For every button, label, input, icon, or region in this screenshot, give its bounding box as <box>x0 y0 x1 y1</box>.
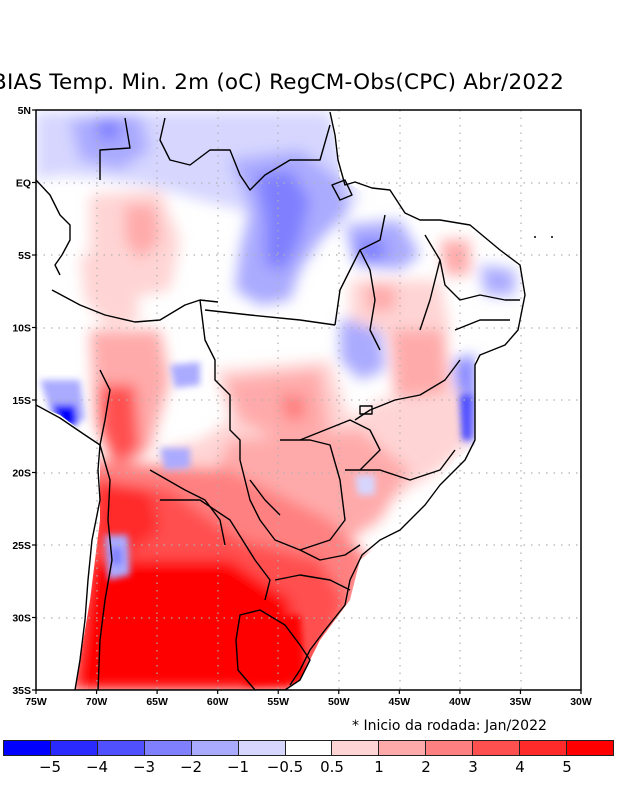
border-sp-pr <box>299 544 361 561</box>
x-tick-label: 30W <box>570 696 592 708</box>
field-pos-w-amazon-core <box>125 205 160 260</box>
colorbar-box <box>426 741 474 755</box>
field-pos-ce <box>440 240 470 275</box>
borders <box>36 111 526 690</box>
colorbar-box <box>567 741 613 755</box>
field-neg-bolivia-spot <box>170 362 200 388</box>
colorbar-box <box>379 741 427 755</box>
colorbar-label: 4 <box>515 758 525 776</box>
border-colombia <box>36 179 71 276</box>
border-argentina <box>160 499 271 601</box>
x-tick-label: 70W <box>86 696 108 708</box>
x-tick-label: 65W <box>146 696 168 708</box>
colorbar-label: −2 <box>179 758 203 776</box>
x-axis: 75W 70W 65W 60W 55W 50W 45W 40W 35W 30W <box>25 690 592 708</box>
field-neg-nw <box>70 115 150 170</box>
bias-field <box>36 110 581 690</box>
y-tick-label: 10S <box>12 323 31 335</box>
colorbar-box <box>4 741 51 755</box>
df-box <box>359 405 373 415</box>
border-go <box>299 419 381 471</box>
field-neg-pb <box>480 265 515 295</box>
field-neg-nw-core <box>95 118 120 140</box>
colorbar-box <box>473 741 521 755</box>
border-bolivia-peru <box>99 369 111 446</box>
y-tick-label: 25S <box>12 540 31 552</box>
colorbar-label: 2 <box>421 758 431 776</box>
y-tick-label: 15S <box>12 395 31 407</box>
colorbar-label: −5 <box>38 758 62 776</box>
y-tick-label: 5N <box>18 105 31 117</box>
border-paraguay <box>249 479 281 516</box>
x-tick-label: 45W <box>389 696 411 708</box>
x-tick-label: 50W <box>328 696 350 708</box>
y-tick-label: 20S <box>12 468 31 480</box>
border-ms <box>239 439 346 551</box>
colorbar-label: −3 <box>132 758 156 776</box>
x-tick-label: 75W <box>25 696 47 708</box>
colorbar-box <box>332 741 380 755</box>
border-brazil-north <box>99 117 331 191</box>
field-neg-es <box>460 395 472 440</box>
y-axis: 5N EQ 5S 10S 15S 20S 25S 30S 35S <box>12 105 36 697</box>
border-ba <box>354 359 461 421</box>
colorbar-box <box>520 741 568 755</box>
x-tick-label: 55W <box>267 696 289 708</box>
colorbar-label: 3 <box>468 758 478 776</box>
coastline-atlantic <box>289 111 526 686</box>
colorbar-box <box>97 741 145 755</box>
colorbar-box <box>285 741 333 755</box>
colorbar <box>3 740 614 756</box>
border-sc-rs <box>274 574 351 591</box>
colorbar-label: −4 <box>85 758 109 776</box>
island-dot <box>534 236 536 238</box>
border-to <box>334 214 386 326</box>
coastline-pacific <box>36 404 101 690</box>
field-neg-andes-core <box>110 548 122 565</box>
marajo-island <box>331 179 353 201</box>
border-mt-pa <box>204 309 336 326</box>
grid <box>36 110 581 690</box>
colorbar-box <box>191 741 239 755</box>
field-pos-rs <box>240 615 305 685</box>
border-peru-brazil <box>51 289 219 323</box>
colorbar-label: −1 <box>226 758 250 776</box>
border-bolivia-paraguay <box>149 469 226 546</box>
border-uruguay <box>235 609 311 690</box>
y-tick-label: 5S <box>18 250 31 262</box>
border-andes <box>97 444 113 690</box>
border-ne-states <box>419 234 520 331</box>
island-dot <box>551 236 553 238</box>
colorbar-box <box>50 741 98 755</box>
field-pos-mt-core <box>280 395 305 420</box>
x-tick-label: 60W <box>207 696 229 708</box>
colorbar-label: −0.5 <box>266 758 304 776</box>
bias-map: 75W 70W 65W 60W 55W 50W 45W 40W 35W 30W 5N EQ 5S 10S… <box>12 105 592 708</box>
colorbar-label: 5 <box>562 758 572 776</box>
field-pos-bolivia-core <box>100 385 140 465</box>
border-ma-pi <box>359 249 381 351</box>
field-pos-mt <box>225 370 330 440</box>
y-tick-label: EQ <box>16 178 31 190</box>
border-mg <box>345 449 456 481</box>
field-neg-amazon-core <box>255 170 310 270</box>
colorbar-label: 1 <box>374 758 384 776</box>
pacific-ocean <box>36 405 100 690</box>
y-tick-label: 35S <box>12 685 31 697</box>
colorbar-box <box>238 741 286 755</box>
field-neg-go-spot <box>355 475 375 495</box>
field-pos-pi-core <box>365 285 395 312</box>
x-tick-label: 40W <box>449 696 471 708</box>
border-brazil-bolivia <box>199 299 241 460</box>
x-tick-label: 35W <box>510 696 532 708</box>
field-neg-chaco-spot <box>160 448 190 470</box>
colorbar-box <box>144 741 192 755</box>
colorbar-label: 0.5 <box>320 758 344 776</box>
field-neg-goias-north <box>340 320 385 380</box>
y-tick-label: 30S <box>12 613 31 625</box>
chart-title: BIAS Temp. Min. 2m (oC) RegCM-Obs(CPC) A… <box>0 70 564 95</box>
run-start-note: * Inicio da rodada: Jan/2022 <box>352 718 547 734</box>
